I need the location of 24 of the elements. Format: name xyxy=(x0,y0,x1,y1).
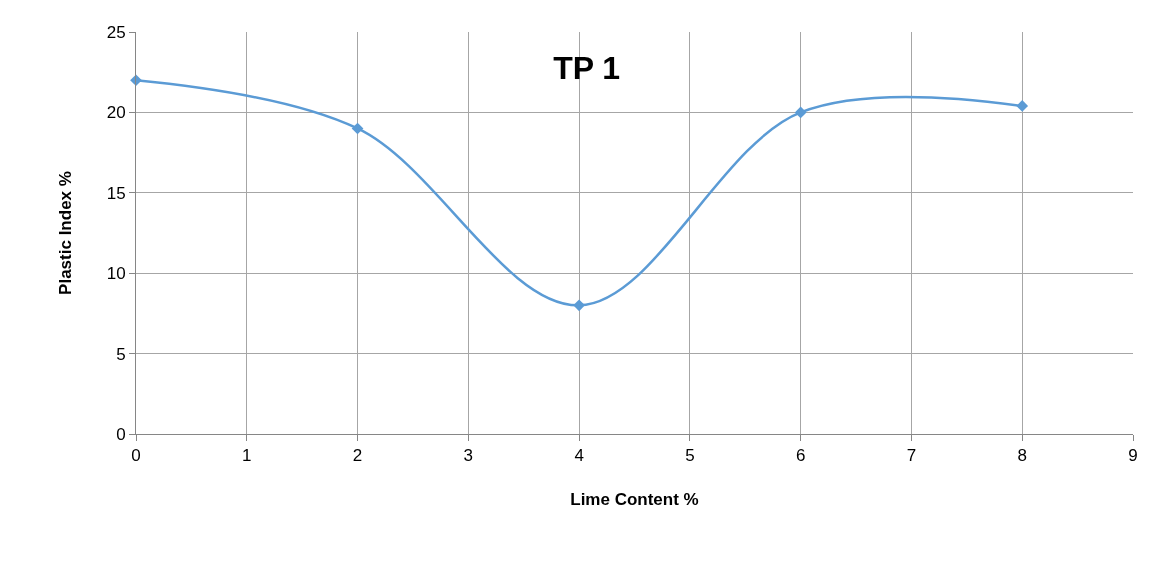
x-tick-label: 9 xyxy=(1128,446,1138,466)
y-tick-label: 25 xyxy=(106,22,126,42)
x-tick-label: 0 xyxy=(131,446,141,466)
point xyxy=(130,74,142,87)
text: TP 1 xyxy=(553,50,621,87)
y-axis-title: Plastic Index % xyxy=(56,171,76,295)
x-tick-label: 3 xyxy=(463,446,474,466)
point xyxy=(794,106,807,119)
point xyxy=(351,122,364,135)
x-tick-label: 4 xyxy=(574,446,584,466)
point xyxy=(573,299,585,312)
y-tick-label: 10 xyxy=(106,264,126,284)
point xyxy=(1016,100,1029,112)
y-tick-label: 5 xyxy=(116,344,126,364)
y-tick-label: 0 xyxy=(116,424,126,444)
x-tick-label: 1 xyxy=(242,446,252,466)
x-tick-label: 7 xyxy=(906,446,917,466)
x-axis-title: Lime Content % xyxy=(570,489,699,509)
x-tick-label: 8 xyxy=(1017,446,1027,466)
x-tick-label: 2 xyxy=(352,446,363,466)
y-tick-label: 15 xyxy=(106,183,126,203)
x-tick-label: 5 xyxy=(685,446,695,466)
y-tick-label: 20 xyxy=(106,103,126,123)
x-tick-label: 6 xyxy=(795,446,806,466)
